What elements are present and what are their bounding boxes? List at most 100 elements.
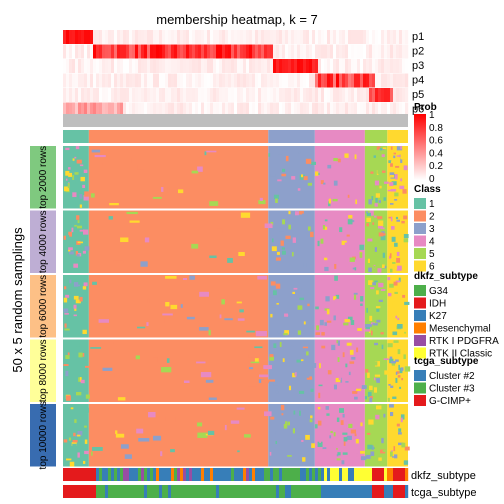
prob-cell [153, 59, 157, 73]
dkfz-cell [324, 468, 328, 481]
membership-cell [288, 224, 291, 230]
prob-cell [225, 73, 229, 88]
membership-cell [309, 376, 312, 380]
membership-cell [380, 332, 384, 335]
prob-cell [297, 73, 301, 88]
membership-cell [275, 390, 279, 394]
membership-cell [364, 396, 368, 400]
dkfz-cell [234, 468, 238, 481]
membership-cell [246, 330, 255, 333]
membership-cell [191, 243, 199, 249]
membership-cell [376, 146, 382, 151]
prob-cell [171, 44, 175, 59]
membership-cell [329, 454, 332, 459]
dkfz-cell [366, 468, 370, 481]
dkfz-cell [351, 468, 355, 481]
tcga-cell [186, 485, 190, 498]
prob-cell [393, 30, 397, 44]
tcga-cell [180, 485, 184, 498]
prob-cell [390, 30, 394, 44]
prob-cell [222, 73, 226, 88]
prob-cell [147, 59, 151, 73]
membership-cell [295, 372, 297, 377]
membership-cell [380, 394, 383, 400]
prob-cell [195, 59, 199, 73]
membership-cell [333, 180, 338, 186]
membership-cell [339, 227, 343, 233]
prob-cell [405, 102, 409, 117]
prob-cell [381, 88, 385, 102]
prob-cell [177, 59, 181, 73]
membership-cell [147, 298, 150, 304]
membership-cell [378, 441, 381, 445]
prob-cell [345, 102, 349, 117]
tcga-cell [330, 485, 334, 498]
prob-cell [63, 88, 67, 102]
prob-cell [282, 73, 286, 88]
membership-cell [76, 215, 80, 220]
prob-cell [252, 44, 256, 59]
membership-cell [144, 237, 150, 243]
class-label: 3 [429, 224, 435, 235]
prob-cell [246, 59, 250, 73]
tcga-cell [357, 485, 361, 498]
prob-cell [261, 44, 265, 59]
tcga-cell [162, 485, 166, 498]
prob-cell [99, 30, 103, 44]
prob-cell [81, 73, 85, 88]
prob-cell [312, 30, 316, 44]
membership-cell [374, 280, 378, 283]
membership-cell [368, 280, 373, 286]
prob-cell [156, 44, 160, 59]
prob-cell [108, 59, 112, 73]
membership-cell [374, 262, 378, 268]
membership-cell [75, 392, 82, 396]
membership-cell [398, 432, 402, 435]
dkfz-cell [288, 468, 292, 481]
prob-cell [228, 59, 232, 73]
membership-cell [271, 303, 277, 308]
membership-cell [74, 419, 77, 423]
prob-cell [120, 30, 124, 44]
prob-cell [360, 30, 364, 44]
membership-cell [65, 355, 70, 360]
membership-cell [165, 302, 170, 307]
prob-cell [342, 30, 346, 44]
prob-cell [198, 30, 202, 44]
membership-cell [401, 367, 404, 371]
membership-cell [399, 223, 405, 229]
membership-cell [125, 157, 132, 163]
membership-cell [66, 395, 71, 401]
membership-cell [375, 306, 381, 308]
prob-cell [255, 73, 259, 88]
membership-cell [330, 430, 333, 434]
prob-cell [360, 44, 364, 59]
membership-cell [72, 150, 79, 156]
membership-cell [347, 219, 353, 225]
membership-cell [66, 458, 72, 461]
prob-cell [213, 73, 217, 88]
prob-cell [363, 44, 367, 59]
prob-cell [210, 73, 214, 88]
membership-cell [269, 437, 274, 441]
membership-cell [372, 222, 375, 225]
membership-cell [281, 413, 284, 416]
dkfz-label: RTK II Classic [429, 349, 492, 360]
membership-cell [336, 340, 339, 344]
membership-cell [400, 414, 405, 420]
membership-cell [268, 153, 271, 157]
prob-cell [309, 59, 313, 73]
class-block [364, 130, 388, 143]
membership-cell [388, 160, 392, 164]
prob-cell [270, 44, 274, 59]
membership-cell [72, 439, 78, 443]
membership-cell [285, 235, 291, 239]
dkfz-cell [255, 468, 259, 481]
prob-cell [117, 88, 121, 102]
prob-cell [213, 30, 217, 44]
prob-cell [90, 73, 94, 88]
dkfz-swatch [414, 347, 426, 359]
prob-cell [321, 102, 325, 117]
membership-cell [77, 430, 83, 436]
prob-cell [135, 88, 139, 102]
